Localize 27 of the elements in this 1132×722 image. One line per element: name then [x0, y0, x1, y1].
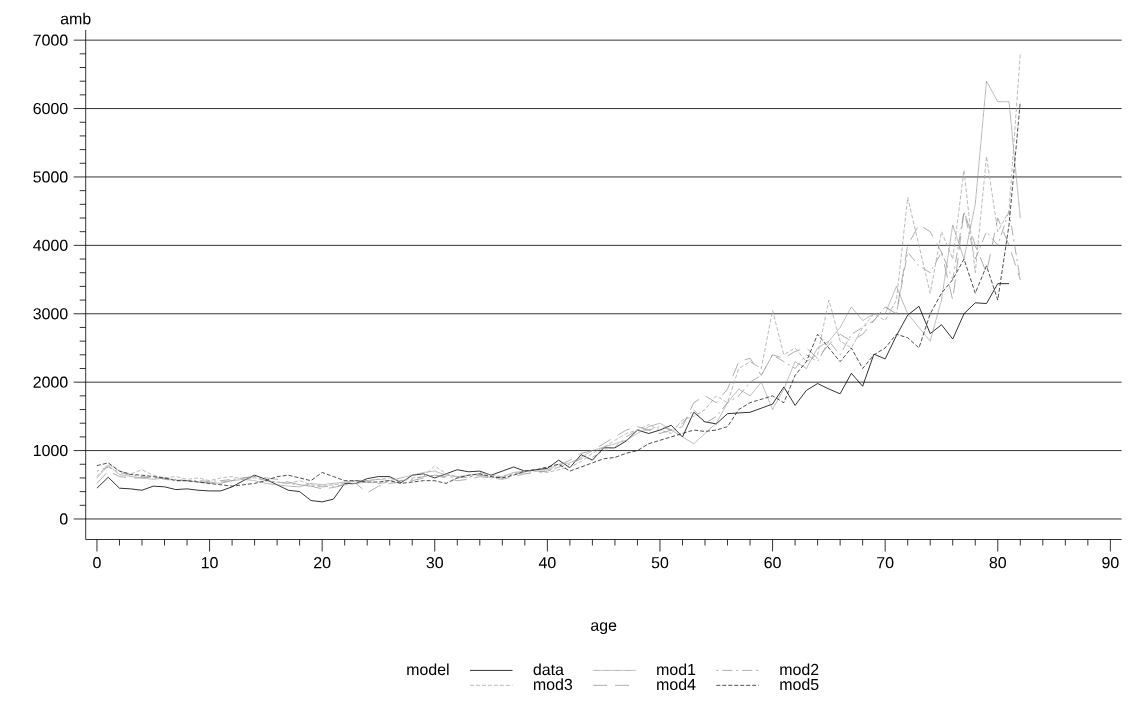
x-tick-label: 90 [1102, 557, 1119, 569]
legend-title: model [407, 663, 449, 676]
y-tick-label: 6000 [33, 102, 68, 115]
y-tick-label: 5000 [33, 171, 68, 183]
y-tick-label: 4000 [33, 239, 68, 251]
x-tick-label: 50 [651, 557, 669, 569]
legend-label: mod2 [780, 663, 819, 676]
y-tick-label: 3000 [33, 308, 68, 320]
y-tick-label: 2000 [33, 376, 68, 388]
legend-label: mod1 [657, 663, 696, 676]
x-axis-title: age [591, 622, 617, 635]
legend-label: mod5 [780, 678, 819, 691]
legend-label: data [533, 663, 564, 676]
y-tick-label: 0 [59, 513, 68, 525]
x-tick-label: 60 [764, 557, 781, 569]
x-tick-label: 40 [538, 557, 556, 569]
y-tick-label: 7000 [33, 34, 68, 46]
legend-label: mod3 [533, 678, 573, 691]
x-tick-label: 80 [989, 557, 1006, 569]
legend-label: mod4 [657, 678, 696, 691]
x-tick-label: 30 [426, 557, 443, 569]
x-tick-label: 10 [201, 557, 218, 569]
y-tick-label: 1000 [33, 444, 68, 457]
x-tick-label: 0 [93, 557, 101, 569]
x-tick-label: 70 [877, 557, 894, 569]
x-tick-label: 20 [314, 557, 331, 569]
y-axis-title: amb [60, 12, 91, 25]
